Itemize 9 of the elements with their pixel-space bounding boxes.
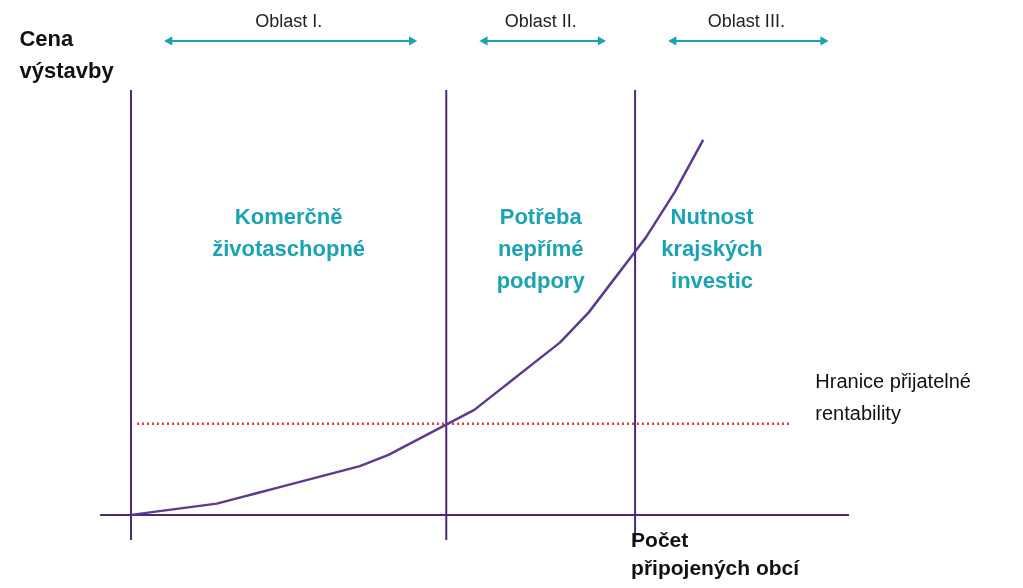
ref-line-label: Hranice přijatelné rentability — [815, 369, 971, 424]
text: Oblast II. — [504, 10, 577, 31]
annotation: Nutnost krajských investic — [661, 204, 763, 294]
y-axis-title: Cena výstavby — [19, 25, 115, 83]
annotation: Komerčně životaschopné — [212, 204, 366, 262]
text: Oblast III. — [707, 10, 785, 31]
annotation: Potřeba nepřímé podpory — [496, 204, 586, 294]
x-axis-title: Počet připojených obcí — [631, 527, 801, 579]
text: Oblast I. — [255, 10, 323, 31]
